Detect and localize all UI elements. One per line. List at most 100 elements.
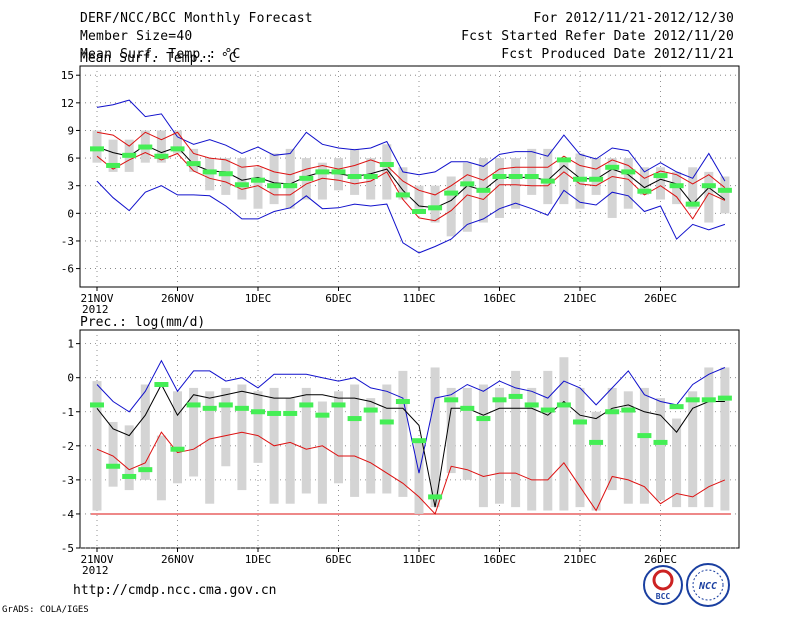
prec-ytick-label: -2 (61, 440, 74, 453)
prec-range-bar (317, 401, 327, 504)
temp-range-bar (623, 158, 633, 209)
prec-median-marker (106, 463, 121, 469)
temp-ytick-label: 15 (61, 69, 74, 82)
prec-range-bar (639, 387, 649, 504)
forecast-produced-date: Fcst Produced Date 2012/11/21 (501, 47, 734, 62)
temp-range-bar (189, 148, 199, 172)
prec-range-bar (511, 370, 521, 508)
temp-median-marker (154, 153, 169, 159)
temp-red-lower-line (96, 152, 726, 222)
temp-range-bar (414, 185, 424, 209)
prec-median-marker (637, 433, 652, 439)
bcc-logo-text: BCC (656, 592, 671, 601)
prec-median-marker (573, 419, 587, 425)
prec-median-marker (347, 416, 362, 422)
temp-range-bar (269, 153, 279, 205)
temp-xtick-year: 2012 (82, 303, 109, 316)
chart-title: DERF/NCC/BCC Monthly Forecast (80, 11, 313, 26)
temp-range-bar (108, 139, 118, 172)
temp-range-bar (607, 158, 617, 218)
prec-black-mean-line (96, 383, 725, 508)
temp-median-marker (138, 144, 153, 150)
prec-median-marker (653, 439, 668, 445)
prec-xtick-label: 6DEC (325, 553, 352, 566)
temp-median-marker (524, 174, 539, 179)
temp-median-marker (315, 169, 330, 175)
prec-median-marker (202, 405, 217, 411)
temp-median-marker (637, 188, 652, 194)
prec-median-marker (138, 467, 153, 473)
prec-range-bar (446, 387, 456, 474)
temp-median-marker (90, 146, 104, 152)
ncc-logo-ring-icon (692, 569, 724, 601)
logos: BCC NCC (643, 563, 730, 607)
prec-ytick-label: 0 (67, 372, 74, 385)
prec-median-marker (186, 402, 201, 408)
temp-range-bar (462, 162, 472, 232)
temp-median-marker (170, 146, 185, 152)
prec-ytick-label: -4 (61, 508, 75, 521)
prec-median-marker (669, 404, 684, 410)
prec-median-marker (395, 399, 410, 405)
temp-range-bar (317, 162, 327, 200)
prec-range-bar (672, 418, 682, 508)
ncc-logo-text: NCC (698, 581, 717, 592)
temp-median-marker (605, 164, 620, 170)
temp-median-marker (106, 162, 121, 168)
prec-median-marker (508, 393, 523, 399)
prec-median-marker (476, 416, 491, 422)
temp-median-marker (492, 174, 507, 179)
prec-range-bar (221, 387, 231, 467)
prec-median-marker (460, 405, 475, 411)
temp-range-bar (511, 158, 521, 209)
temp-red-upper-line (96, 131, 726, 196)
temp-xtick-label: 16DEC (483, 292, 516, 305)
temp-median-marker (444, 190, 459, 196)
temp-range-bar (253, 167, 263, 209)
temp-median-marker (202, 169, 217, 175)
temp-range-bar (237, 158, 247, 200)
temp-median-marker (412, 208, 426, 214)
prec-ytick-label: -1 (61, 406, 74, 419)
temp-range-bar (527, 148, 537, 195)
temp-median-marker (363, 174, 378, 179)
temp-range-bar (720, 176, 730, 214)
temp-xtick-label: 1DEC (245, 292, 272, 305)
temp-xtick-label: 21NOV (80, 292, 113, 305)
temp-panel-title: Mean Surf. Temp.: °C (80, 51, 237, 66)
prec-range-bar (92, 381, 102, 511)
prec-range-bar (382, 384, 392, 494)
temp-median-marker (218, 171, 233, 177)
prec-median-marker (524, 402, 539, 408)
forecast-period: For 2012/11/21-2012/12/30 (533, 11, 734, 26)
temp-blue-lower-line (96, 180, 726, 254)
prec-median-marker (267, 410, 282, 416)
prec-xtick-year: 2012 (82, 564, 109, 577)
temp-median-marker (267, 183, 282, 189)
prec-range-bar (575, 387, 585, 508)
bcc-logo-swirl-icon (652, 569, 674, 591)
temp-range-bar (285, 148, 295, 209)
prec-range-bar (688, 391, 698, 508)
temp-xtick-label: 26NOV (161, 292, 194, 305)
source-url[interactable]: http://cmdp.ncc.cma.gov.cn (73, 583, 277, 598)
bcc-logo (643, 565, 683, 605)
temp-range-bar (543, 148, 553, 205)
temp-range-bar (350, 148, 360, 195)
temp-median-marker (540, 178, 555, 184)
temp-range-bar (559, 162, 569, 205)
temp-range-bar (398, 167, 408, 200)
forecast-started-date: Fcst Started Refer Date 2012/11/20 (461, 29, 734, 44)
temp-range-bar (446, 176, 456, 237)
temp-ytick-label: 9 (67, 124, 74, 137)
temp-xtick-label: 6DEC (325, 292, 352, 305)
temp-xtick-label: 26DEC (644, 292, 677, 305)
prec-median-marker (540, 407, 555, 413)
temp-range-bar (704, 171, 714, 223)
prec-range-bar (205, 391, 215, 504)
temp-median-marker (476, 187, 491, 193)
prec-range-bar (543, 370, 553, 511)
prec-median-marker (701, 397, 716, 403)
prec-ytick-label: -5 (61, 542, 74, 555)
prec-range-bar (462, 387, 472, 480)
